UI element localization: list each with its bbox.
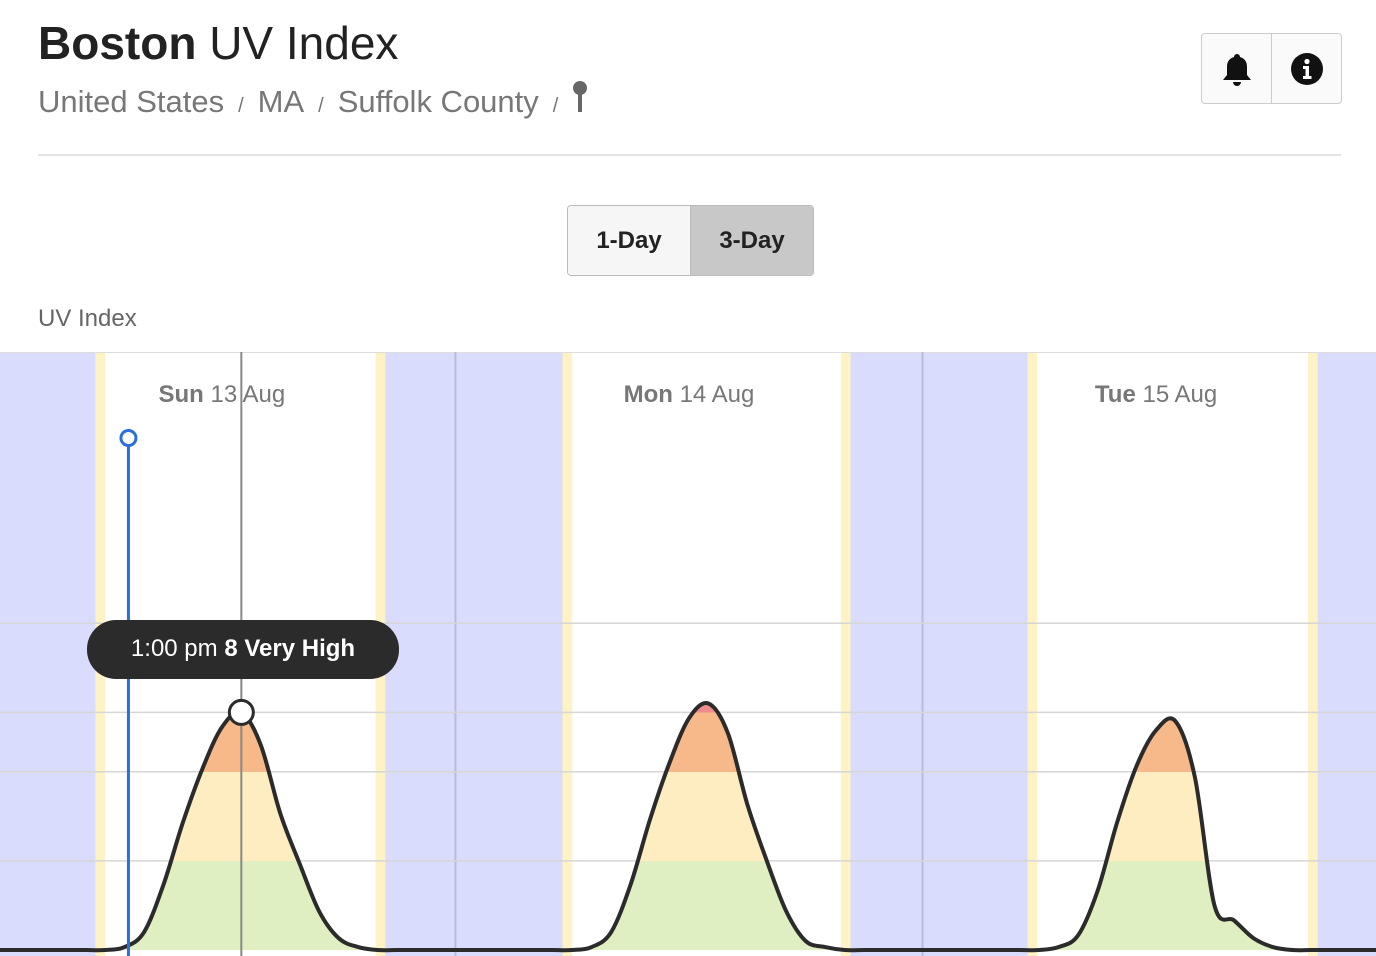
- page-title: Boston UV Index: [38, 16, 398, 70]
- toggle-option[interactable]: 1-Day: [568, 206, 690, 275]
- separator: /: [238, 95, 244, 117]
- separator: /: [552, 95, 559, 117]
- day-label: Sun 13 Aug: [158, 381, 285, 408]
- tooltip-time: 1:00 pm: [131, 635, 218, 662]
- crumb[interactable]: United States: [38, 84, 225, 119]
- day-label: Mon 14 Aug: [624, 381, 755, 408]
- weekday: Tue: [1095, 381, 1136, 408]
- breadcrumb: United States / MA / Suffolk County /: [38, 80, 588, 120]
- crumb[interactable]: Suffolk County: [337, 84, 539, 119]
- tooltip-level: Very High: [244, 635, 355, 662]
- date: 14 Aug: [680, 381, 755, 408]
- weekday: Mon: [624, 381, 673, 408]
- toggle-option[interactable]: 3-Day: [690, 206, 813, 275]
- separator: /: [318, 95, 324, 117]
- tooltip-value: 8: [224, 635, 237, 662]
- icon-buttons: [1201, 33, 1342, 104]
- day-label: Tue 15 Aug: [1095, 381, 1217, 408]
- weekday: Sun: [158, 381, 203, 408]
- alert-button[interactable]: [1202, 34, 1271, 103]
- title: UV Index: [209, 17, 399, 69]
- date: 15 Aug: [1142, 381, 1217, 408]
- uv-area: [0, 703, 1376, 951]
- range-toggle: 1-Day 3-Day: [567, 205, 814, 276]
- hover-point: [227, 698, 255, 726]
- city: Boston: [38, 17, 197, 69]
- crumb[interactable]: MA: [257, 84, 305, 119]
- y-axis-label: UV Index: [38, 305, 137, 332]
- info-button[interactable]: [1271, 34, 1341, 103]
- divider: [38, 154, 1341, 156]
- pin-icon[interactable]: [572, 80, 588, 114]
- uv-line: [0, 701, 1376, 953]
- tooltip-box: [87, 620, 399, 679]
- now-marker: [119, 429, 138, 447]
- chart: Sun 13 Aug Mon 14 Aug Tue 15 Aug 1:00 pm 8 …: [0, 352, 1376, 956]
- date: 13 Aug: [210, 381, 285, 408]
- tooltip: 1:00 pm 8 Very High: [131, 635, 355, 662]
